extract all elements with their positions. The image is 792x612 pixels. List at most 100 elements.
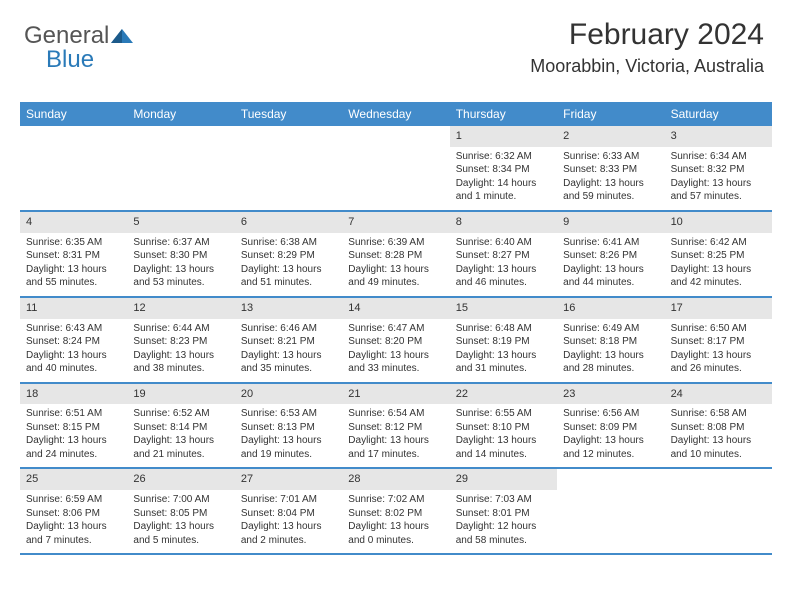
cell-body: Sunrise: 6:34 AMSunset: 8:32 PMDaylight:… — [665, 147, 772, 210]
calendar-cell: 22Sunrise: 6:55 AMSunset: 8:10 PMDayligh… — [450, 384, 557, 468]
day-number — [557, 469, 664, 490]
daylight-text: Daylight: 13 hours and 19 minutes. — [241, 434, 336, 461]
day-number: 2 — [557, 126, 664, 147]
sunrise-text: Sunrise: 6:51 AM — [26, 407, 121, 421]
sunset-text: Sunset: 8:14 PM — [133, 421, 228, 435]
day-number: 11 — [20, 298, 127, 319]
calendar-cell: 20Sunrise: 6:53 AMSunset: 8:13 PMDayligh… — [235, 384, 342, 468]
calendar-cell: 17Sunrise: 6:50 AMSunset: 8:17 PMDayligh… — [665, 298, 772, 382]
sunset-text: Sunset: 8:21 PM — [241, 335, 336, 349]
day-number: 17 — [665, 298, 772, 319]
location: Moorabbin, Victoria, Australia — [530, 56, 764, 77]
sunrise-text: Sunrise: 6:38 AM — [241, 236, 336, 250]
day-number: 6 — [235, 212, 342, 233]
daylight-text: Daylight: 13 hours and 51 minutes. — [241, 263, 336, 290]
day-number: 12 — [127, 298, 234, 319]
daylight-text: Daylight: 14 hours and 1 minute. — [456, 177, 551, 204]
calendar-cell: 3Sunrise: 6:34 AMSunset: 8:32 PMDaylight… — [665, 126, 772, 210]
daylight-text: Daylight: 13 hours and 42 minutes. — [671, 263, 766, 290]
daylight-text: Daylight: 13 hours and 14 minutes. — [456, 434, 551, 461]
sunrise-text: Sunrise: 7:03 AM — [456, 493, 551, 507]
cell-body: Sunrise: 6:48 AMSunset: 8:19 PMDaylight:… — [450, 319, 557, 382]
calendar-cell: 23Sunrise: 6:56 AMSunset: 8:09 PMDayligh… — [557, 384, 664, 468]
day-number: 1 — [450, 126, 557, 147]
cell-body: Sunrise: 6:51 AMSunset: 8:15 PMDaylight:… — [20, 404, 127, 467]
cell-body: Sunrise: 6:55 AMSunset: 8:10 PMDaylight:… — [450, 404, 557, 467]
calendar-cell: 9Sunrise: 6:41 AMSunset: 8:26 PMDaylight… — [557, 212, 664, 296]
calendar-cell: 13 Sunrise: 6:46 AMSunset: 8:21 PMDayligh… — [235, 298, 342, 382]
day-number: 23 — [557, 384, 664, 405]
header: February 2024 Moorabbin, Victoria, Austr… — [530, 18, 764, 77]
daylight-text: Daylight: 13 hours and 35 minutes. — [241, 349, 336, 376]
sunset-text: Sunset: 8:06 PM — [26, 507, 121, 521]
calendar-cell: 21Sunrise: 6:54 AMSunset: 8:12 PMDayligh… — [342, 384, 449, 468]
daylight-text: Daylight: 13 hours and 2 minutes. — [241, 520, 336, 547]
day-number: 10 — [665, 212, 772, 233]
cell-body: Sunrise: 6:41 AMSunset: 8:26 PMDaylight:… — [557, 233, 664, 296]
sunset-text: Sunset: 8:02 PM — [348, 507, 443, 521]
calendar-cell: 2Sunrise: 6:33 AMSunset: 8:33 PMDaylight… — [557, 126, 664, 210]
calendar-cell: 27Sunrise: 7:01 AMSunset: 8:04 PMDayligh… — [235, 469, 342, 553]
sunrise-text: Sunrise: 6:54 AM — [348, 407, 443, 421]
sunrise-text: Sunrise: 6:50 AM — [671, 322, 766, 336]
sunrise-text: Sunrise: 6:42 AM — [671, 236, 766, 250]
calendar-cell: 11Sunrise: 6:43 AMSunset: 8:24 PMDayligh… — [20, 298, 127, 382]
daylight-text: Daylight: 13 hours and 55 minutes. — [26, 263, 121, 290]
daylight-text: Daylight: 13 hours and 38 minutes. — [133, 349, 228, 376]
day-header: Thursday — [450, 102, 557, 126]
day-number: 15 — [450, 298, 557, 319]
sunrise-text: Sunrise: 6:35 AM — [26, 236, 121, 250]
sunset-text: Sunset: 8:32 PM — [671, 163, 766, 177]
day-number: 13 — [235, 298, 342, 319]
daylight-text: Daylight: 13 hours and 33 minutes. — [348, 349, 443, 376]
cell-body: Sunrise: 6:47 AMSunset: 8:20 PMDaylight:… — [342, 319, 449, 382]
cell-body: Sunrise: 7:03 AMSunset: 8:01 PMDaylight:… — [450, 490, 557, 553]
daylight-text: Daylight: 13 hours and 17 minutes. — [348, 434, 443, 461]
weeks-container: 1Sunrise: 6:32 AMSunset: 8:34 PMDaylight… — [20, 126, 772, 555]
calendar-cell: 29Sunrise: 7:03 AMSunset: 8:01 PMDayligh… — [450, 469, 557, 553]
sunrise-text: Sunrise: 7:00 AM — [133, 493, 228, 507]
cell-body: Sunrise: 6:54 AMSunset: 8:12 PMDaylight:… — [342, 404, 449, 467]
day-number: 8 — [450, 212, 557, 233]
sunrise-text: Sunrise: 6:46 AM — [241, 322, 336, 336]
daylight-text: Daylight: 13 hours and 0 minutes. — [348, 520, 443, 547]
sunset-text: Sunset: 8:24 PM — [26, 335, 121, 349]
cell-body: Sunrise: 6:52 AMSunset: 8:14 PMDaylight:… — [127, 404, 234, 467]
sunrise-text: Sunrise: 6:34 AM — [671, 150, 766, 164]
calendar-cell: 7Sunrise: 6:39 AMSunset: 8:28 PMDaylight… — [342, 212, 449, 296]
week-row: 4Sunrise: 6:35 AMSunset: 8:31 PMDaylight… — [20, 212, 772, 298]
cell-body: Sunrise: 6:58 AMSunset: 8:08 PMDaylight:… — [665, 404, 772, 467]
day-header: Friday — [557, 102, 664, 126]
sunrise-text: Sunrise: 6:56 AM — [563, 407, 658, 421]
day-number: 16 — [557, 298, 664, 319]
day-number: 26 — [127, 469, 234, 490]
calendar-cell — [665, 469, 772, 553]
sunrise-text: Sunrise: 6:55 AM — [456, 407, 551, 421]
day-header: Saturday — [665, 102, 772, 126]
calendar-cell — [557, 469, 664, 553]
sunrise-text: Sunrise: 6:44 AM — [133, 322, 228, 336]
cell-body: Sunrise: 7:00 AMSunset: 8:05 PMDaylight:… — [127, 490, 234, 553]
sunset-text: Sunset: 8:28 PM — [348, 249, 443, 263]
cell-body: Sunrise: 6:40 AMSunset: 8:27 PMDaylight:… — [450, 233, 557, 296]
calendar-cell: 10Sunrise: 6:42 AMSunset: 8:25 PMDayligh… — [665, 212, 772, 296]
calendar-cell: 14Sunrise: 6:47 AMSunset: 8:20 PMDayligh… — [342, 298, 449, 382]
daylight-text: Daylight: 13 hours and 26 minutes. — [671, 349, 766, 376]
calendar-cell: 25Sunrise: 6:59 AMSunset: 8:06 PMDayligh… — [20, 469, 127, 553]
day-number: 7 — [342, 212, 449, 233]
cell-body: Sunrise: 6:44 AMSunset: 8:23 PMDaylight:… — [127, 319, 234, 382]
daylight-text: Daylight: 13 hours and 59 minutes. — [563, 177, 658, 204]
day-number: 24 — [665, 384, 772, 405]
day-number: 18 — [20, 384, 127, 405]
sunset-text: Sunset: 8:27 PM — [456, 249, 551, 263]
daylight-text: Daylight: 13 hours and 57 minutes. — [671, 177, 766, 204]
cell-body: Sunrise: 6:39 AMSunset: 8:28 PMDaylight:… — [342, 233, 449, 296]
daylight-text: Daylight: 13 hours and 10 minutes. — [671, 434, 766, 461]
sunrise-text: Sunrise: 6:43 AM — [26, 322, 121, 336]
day-number: 5 — [127, 212, 234, 233]
sunrise-text: Sunrise: 6:39 AM — [348, 236, 443, 250]
sunset-text: Sunset: 8:30 PM — [133, 249, 228, 263]
sunset-text: Sunset: 8:13 PM — [241, 421, 336, 435]
daylight-text: Daylight: 13 hours and 53 minutes. — [133, 263, 228, 290]
calendar-cell: 1Sunrise: 6:32 AMSunset: 8:34 PMDaylight… — [450, 126, 557, 210]
